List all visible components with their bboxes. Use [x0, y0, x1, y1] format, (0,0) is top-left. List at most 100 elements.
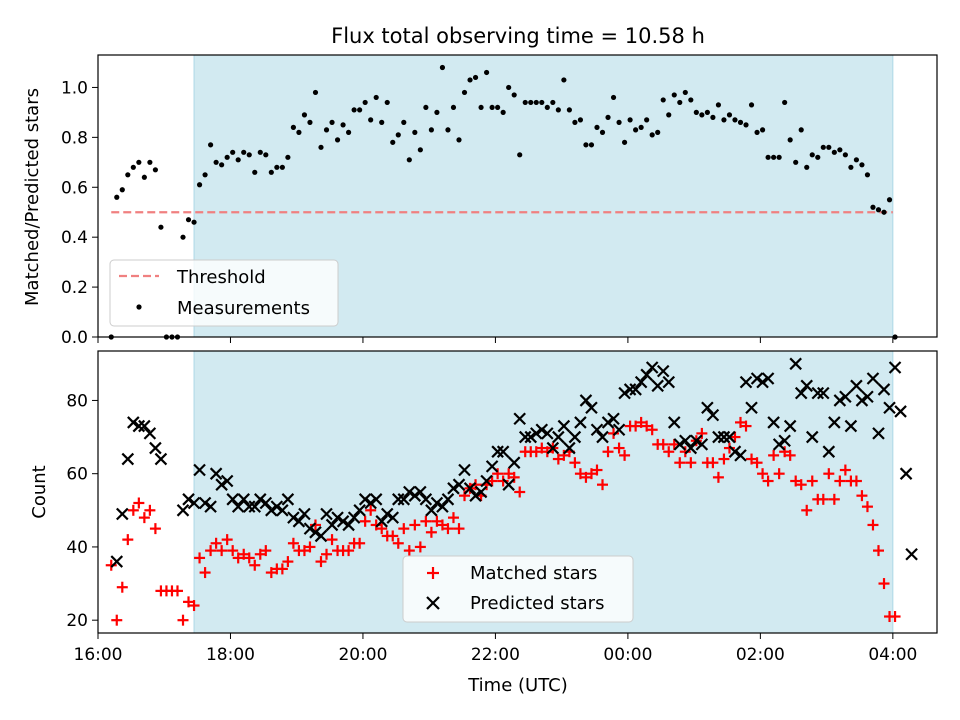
- matched-star-point: [580, 471, 592, 483]
- x-tick-label: 20:00: [338, 645, 387, 665]
- predicted-star-point: [154, 452, 168, 466]
- predicted-star-point: [226, 493, 239, 506]
- predicted-star-point-b: [496, 445, 510, 458]
- matched-star-point: [773, 468, 785, 480]
- measurement-point: [864, 172, 871, 178]
- matched-star-point: [514, 486, 526, 498]
- predicted-star-point: [839, 390, 852, 404]
- matched-star-point: [436, 519, 448, 531]
- predicted-star-point: [899, 467, 913, 480]
- predicted-star-point: [695, 438, 709, 451]
- measurement-point: [450, 104, 457, 111]
- matched-star-point: [790, 475, 802, 487]
- predicted-star-point-b: [204, 500, 217, 513]
- matched-star-point: [861, 501, 873, 513]
- matched-star-point: [646, 424, 658, 436]
- measurement-point: [853, 157, 860, 163]
- predicted-star-point: [176, 504, 190, 517]
- predicted-star-point-b: [794, 386, 808, 400]
- measurement-point: [809, 152, 815, 158]
- predicted-star-point-b: [458, 463, 471, 477]
- matched-star-point: [205, 545, 217, 557]
- measurement-point: [566, 107, 572, 113]
- predicted-star-point-b: [138, 419, 151, 433]
- measurement-point: [114, 194, 120, 200]
- measurement-point: [710, 114, 716, 120]
- predicted-star-point: [805, 430, 819, 444]
- matched-star-point: [276, 563, 288, 575]
- predicted-star-point-b: [679, 434, 692, 448]
- matched-star-point: [188, 600, 200, 612]
- predicted-star-point: [364, 496, 377, 510]
- measurement-point: [279, 164, 285, 170]
- predicted-star-point: [778, 434, 791, 448]
- predicted-star-point-b: [414, 485, 427, 499]
- matched-star-point: [729, 431, 741, 443]
- predicted-star-point: [717, 430, 731, 444]
- matched-star-point: [608, 427, 620, 439]
- predicted-star-point: [375, 515, 388, 528]
- y-tick-label: 0.8: [61, 128, 88, 148]
- predicted-star-point-b: [872, 427, 885, 440]
- predicted-star-point: [750, 372, 764, 385]
- measurement-point: [831, 149, 837, 155]
- measurement-point: [340, 122, 346, 128]
- measurements-legend-label: Measurements: [177, 298, 310, 319]
- measurement-point: [726, 112, 733, 118]
- measurement-point: [875, 207, 882, 213]
- measurement-point: [804, 164, 810, 170]
- measurement-point: [412, 129, 418, 135]
- predicted-star-point-b: [353, 504, 366, 517]
- measurement-point: [224, 154, 230, 160]
- matched-star-point: [287, 537, 299, 549]
- predicted-star-point-b: [651, 379, 664, 393]
- predicted-star-point: [259, 496, 273, 510]
- predicted-star-point-b: [828, 416, 841, 429]
- matched-star-point: [243, 552, 255, 564]
- matched-star-point: [216, 545, 228, 557]
- measurement-point: [737, 119, 744, 125]
- predicted-star-point: [618, 386, 631, 400]
- predicted-star-point-b: [436, 500, 449, 513]
- matched-star-point: [508, 471, 520, 483]
- measurement-point: [274, 164, 280, 170]
- matched-star-point: [177, 614, 189, 626]
- measurement-point: [202, 172, 208, 178]
- predicted-star-point-b: [425, 504, 438, 517]
- predicted-star-point-b: [734, 449, 747, 462]
- measurement-point: [130, 164, 136, 170]
- matched-star-point: [403, 545, 415, 557]
- measurement-point: [605, 114, 611, 120]
- predicted-star-point-b: [143, 427, 157, 440]
- matched-star-point: [486, 475, 498, 487]
- matched-star-point: [315, 556, 327, 568]
- predicted-star-point: [634, 375, 648, 389]
- predicted-star-point: [585, 401, 598, 415]
- predicted-star-point: [828, 416, 841, 429]
- predicted-star-point: [187, 496, 201, 510]
- measurement-point: [688, 97, 694, 103]
- matched-star-point: [817, 493, 829, 505]
- measurement-point: [655, 129, 661, 135]
- predicted-star-point: [458, 463, 471, 477]
- measurement-point: [445, 127, 451, 133]
- predicted-star-point: [298, 507, 311, 521]
- predicted-star-point-b: [905, 547, 918, 561]
- measurement-point: [699, 112, 705, 118]
- matched-star-point: [453, 523, 465, 535]
- predicted-star-point-b: [187, 496, 201, 510]
- predicted-star-point-b: [640, 368, 653, 382]
- predicted-star-point-b: [574, 416, 587, 429]
- predicted-star-point: [541, 427, 554, 440]
- measurement-point: [373, 94, 379, 101]
- measurement-point: [428, 127, 434, 133]
- measurement-point: [820, 144, 826, 150]
- matched-star-point: [144, 504, 156, 516]
- predicted-star-point-b: [805, 430, 819, 444]
- matched-star-point: [751, 457, 763, 469]
- predicted-star-point: [110, 555, 124, 568]
- matched-stars-series: [105, 416, 901, 626]
- predicted-star-point: [756, 375, 769, 389]
- predicted-star-point-b: [231, 500, 245, 513]
- predicted-star-point-b: [623, 383, 637, 396]
